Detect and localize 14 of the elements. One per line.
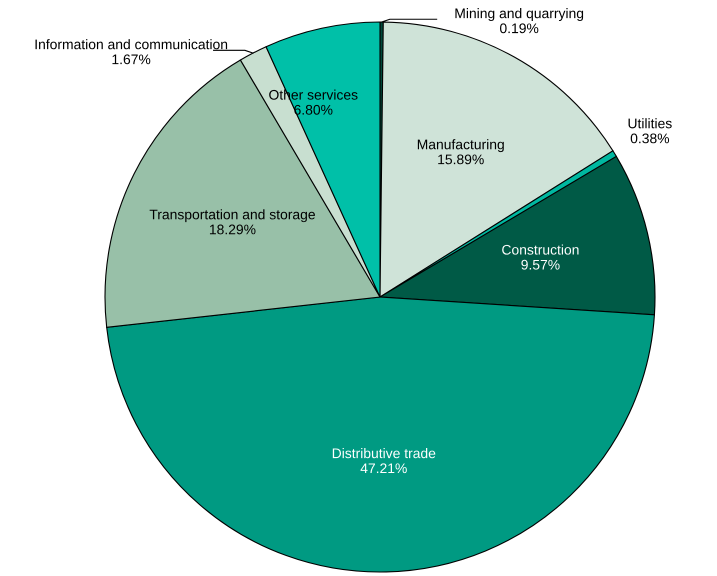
data-label: 15.89% [438,154,484,164]
data-label: 47.21% [360,463,407,474]
slice-label: Construction [502,244,579,255]
slice-label: Transportation and storage [150,209,315,222]
slice-label: Distributive trade [332,448,436,458]
data-label: 0.19% [500,23,538,34]
legend-label: Mining and quarrying [455,8,584,21]
slice-label: Utilities [628,118,672,128]
data-label: 18.29% [210,224,256,234]
slice-label: Information and communication [36,39,228,50]
data-label: 0.38% [630,133,670,144]
data-label: 9.57% [521,260,560,270]
data-label: 1.67% [112,54,150,64]
slice-label: Manufacturing [418,139,504,152]
